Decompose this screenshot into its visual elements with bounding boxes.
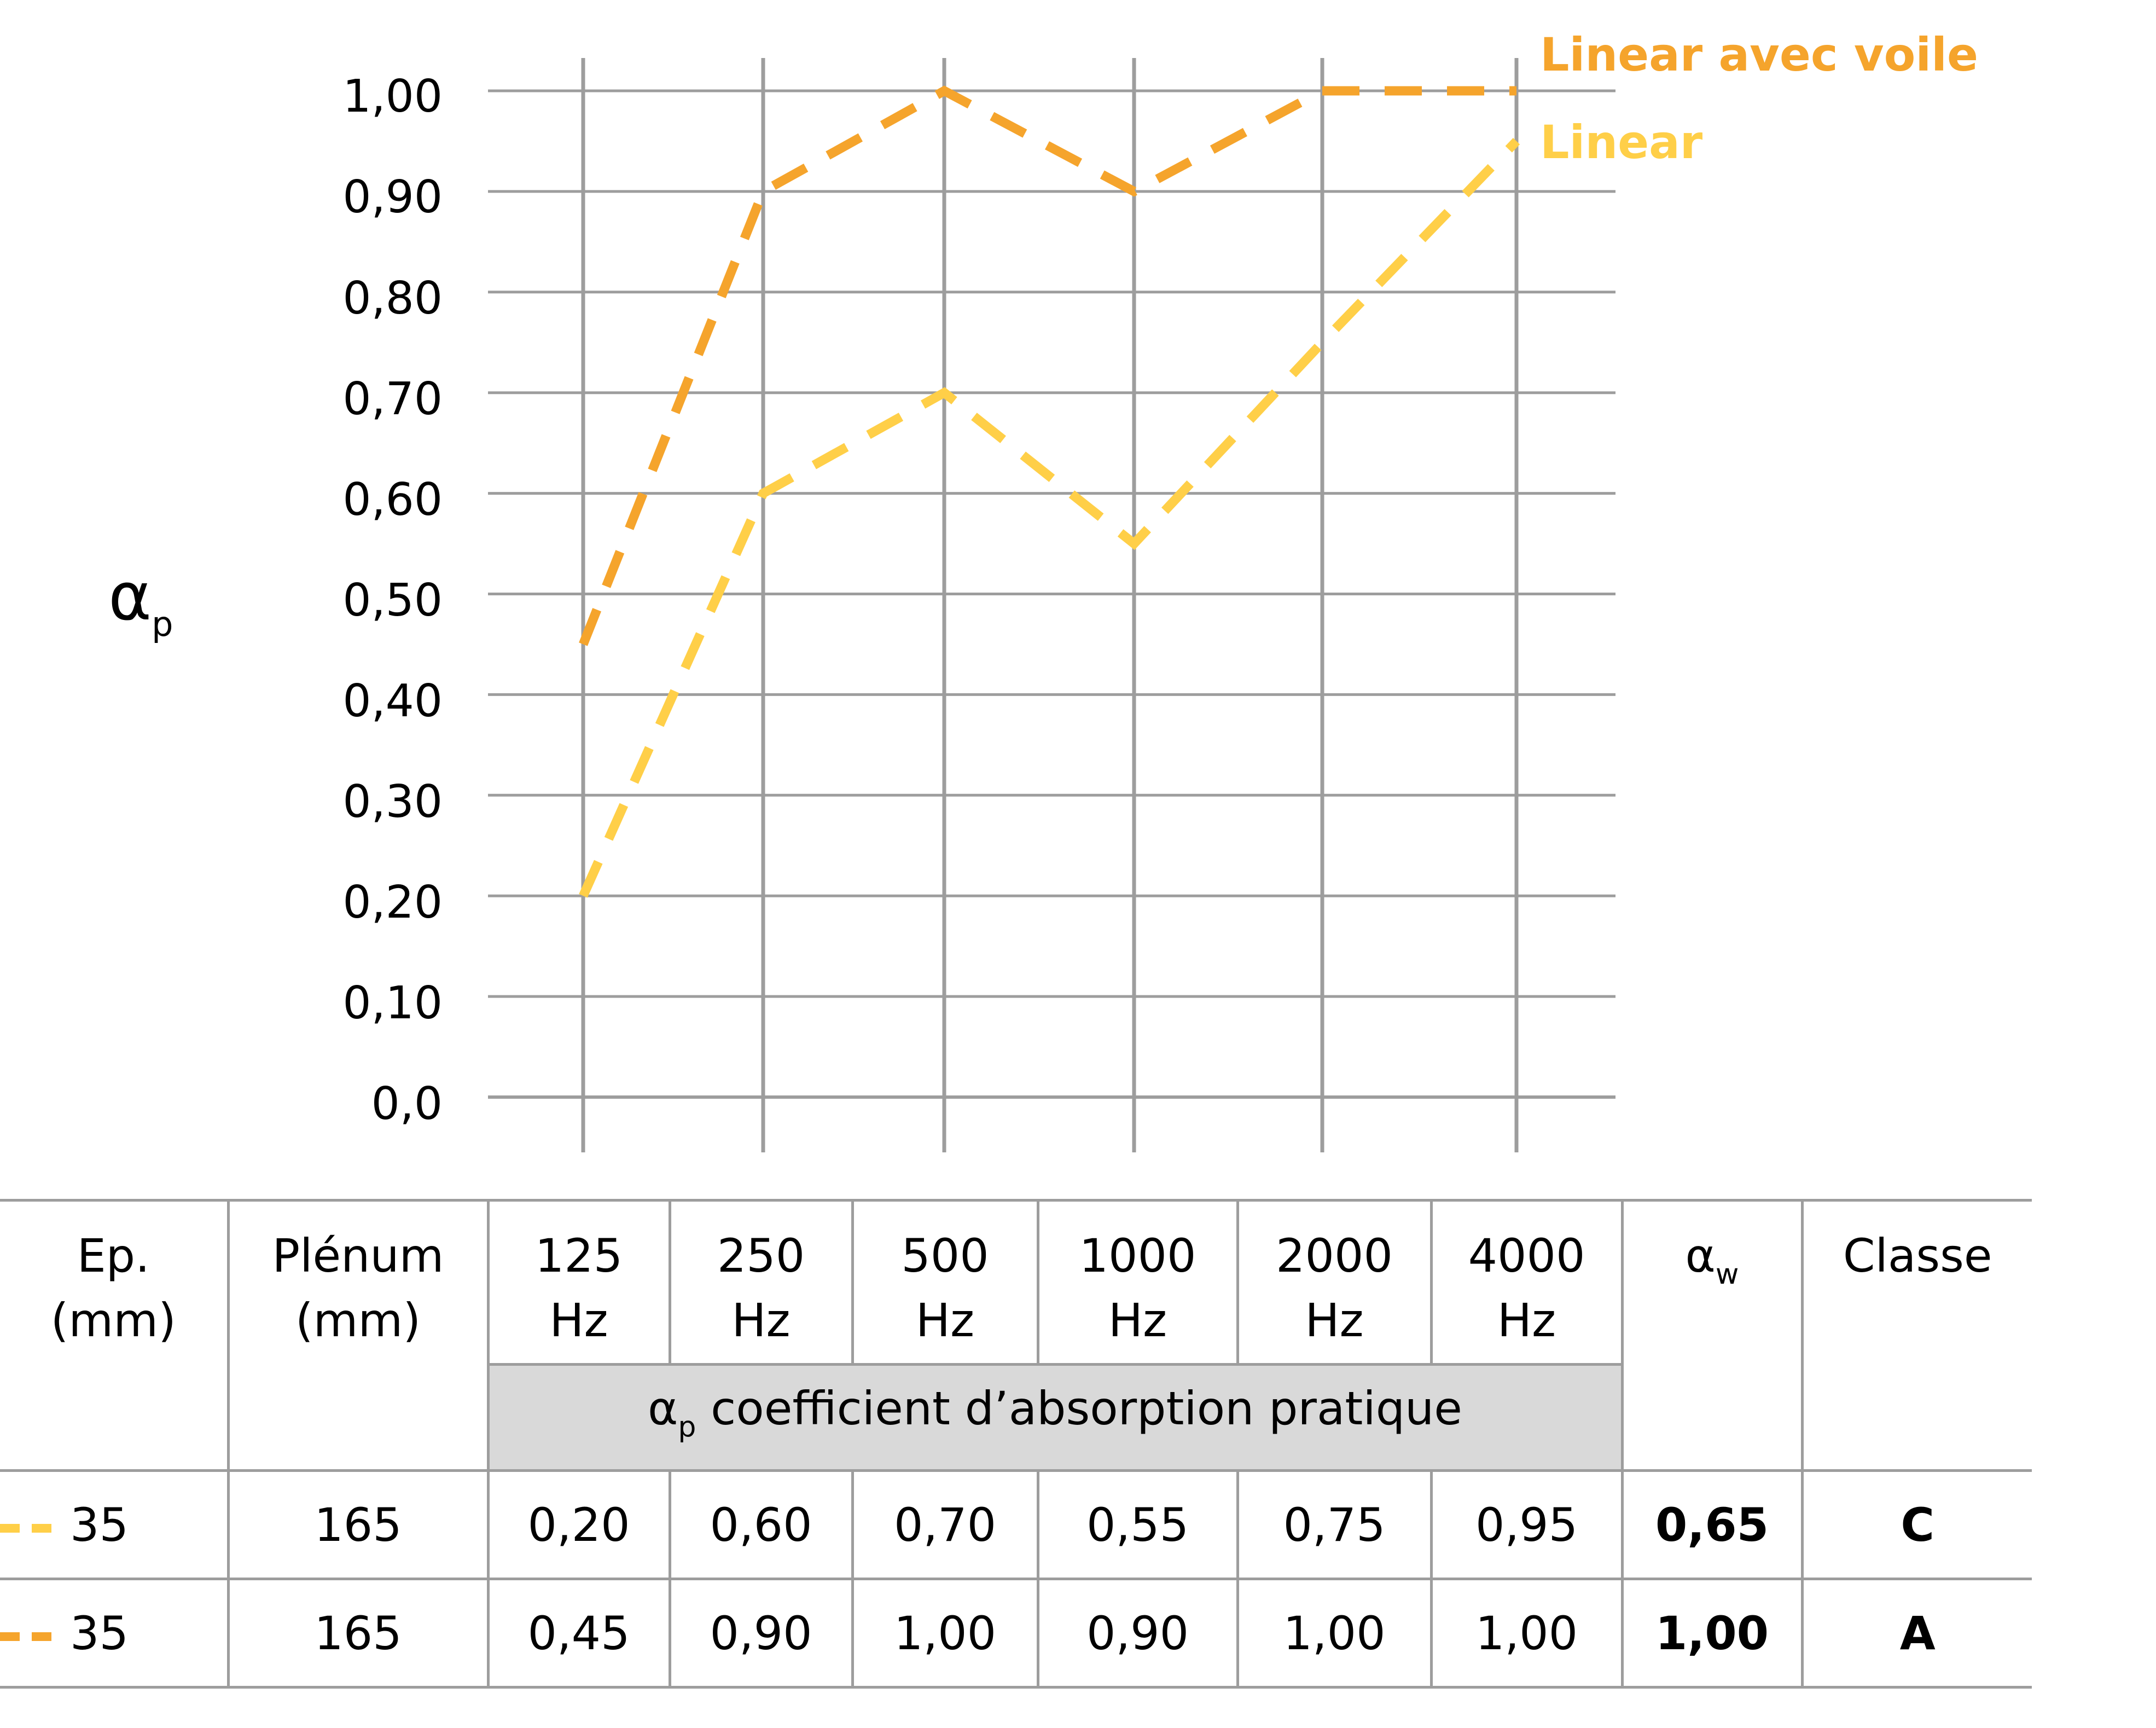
cell-value: 0,95 [1429,1469,1624,1580]
y-axis-label-sub: p [152,604,173,644]
legend-dash-linear-avec-voile-icon [0,1601,63,1666]
cell-classe: A [1800,1578,2032,1689]
cell-value: 0,90 [668,1578,854,1689]
cell-ep: 35 [0,1469,230,1580]
y-tick: 0,20 [342,877,443,929]
header-classe: Classe [1800,1199,2032,1472]
series-line-linear [579,138,1520,898]
cell-value: 0,55 [1036,1469,1239,1580]
cell-plenum: 165 [226,1469,490,1580]
header-freq-2000: 2000 Hz [1236,1199,1433,1366]
y-tick: 0,30 [342,776,443,828]
legend-item-linear: Linear [1540,115,1703,169]
header-aw: αw [1620,1199,1804,1472]
y-tick: 0,50 [342,575,443,627]
table-row: 35 165 0,20 0,60 0,70 0,55 0,75 0,95 0,6… [0,1469,2032,1580]
cell-value: 0,75 [1236,1469,1433,1580]
header-freq-250: 250 Hz [668,1199,854,1366]
legend-dash-linear-icon [0,1493,63,1557]
band-absorption-coefficient: αp coefficient d’absorption pratique [486,1363,1624,1472]
y-tick: 0,40 [342,675,443,727]
y-tick: 1,00 [342,71,443,123]
header-freq-500: 500 Hz [851,1199,1039,1366]
header-freq-125: 125 Hz [486,1199,671,1366]
table-band-row: αp coefficient d’absorption pratique [0,1363,2032,1472]
cell-aw: 0,65 [1620,1469,1804,1580]
y-axis-label-main: α [108,559,152,635]
header-freq-1000: 1000 Hz [1036,1199,1239,1366]
cell-classe: C [1800,1469,2032,1580]
header-ep: Ep. (mm) [0,1199,230,1472]
cell-value: 1,00 [1429,1578,1624,1689]
y-tick: 0,80 [342,272,443,324]
vertical-gridlines [581,58,1519,1152]
cell-value: 0,45 [486,1578,671,1689]
cell-value: 1,00 [1236,1578,1433,1689]
header-plenum: Plénum (mm) [226,1199,490,1472]
y-tick: 0,90 [342,171,443,223]
y-tick: 0,60 [342,474,443,526]
y-tick: 0,10 [342,977,443,1029]
cell-value: 0,70 [851,1469,1039,1580]
absorption-table: Ep. (mm) Plénum (mm) 125 Hz 250 Hz 500 Hz 1… [0,1199,2032,1689]
table-row: 35 165 0,45 0,90 1,00 0,90 1,00 1,00 1,0… [0,1578,2032,1689]
cell-value: 1,00 [851,1578,1039,1689]
cell-aw: 1,00 [1620,1578,1804,1689]
horizontal-gridlines [488,89,1615,1099]
cell-plenum: 165 [226,1578,490,1689]
absorption-chart [488,58,1615,1152]
cell-value: 0,60 [668,1469,854,1580]
data-series [579,85,1520,898]
legend-item-linear-avec-voile: Linear avec voile [1540,28,1978,82]
cell-value: 0,90 [1036,1578,1239,1689]
series-line-linear-avec-voile [579,85,1516,646]
cell-value: 0,20 [486,1469,671,1580]
header-freq-4000: 4000 Hz [1429,1199,1624,1366]
y-tick: 0,70 [342,373,443,425]
y-axis-label: αp [108,565,173,641]
y-tick: 0,0 [371,1078,443,1130]
cell-ep: 35 [0,1578,230,1689]
table-header-row: Ep. (mm) Plénum (mm) 125 Hz 250 Hz 500 Hz 1… [0,1199,2032,1472]
